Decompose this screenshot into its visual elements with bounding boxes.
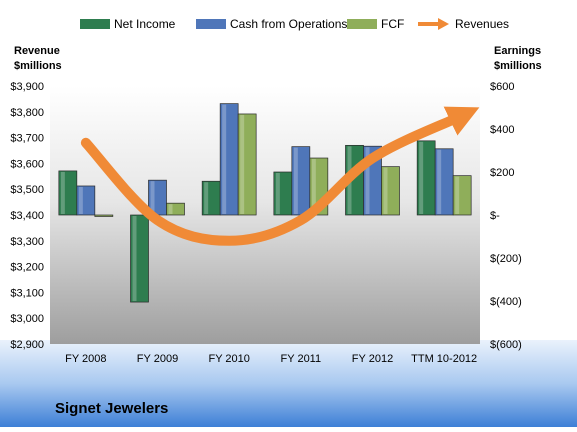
bar-highlight xyxy=(275,173,280,214)
left-tick-label: $3,100 xyxy=(10,287,44,299)
bar-highlight xyxy=(365,147,370,214)
x-tick-label: FY 2009 xyxy=(137,353,178,365)
bar-highlight xyxy=(78,186,83,214)
right-tick-label: $600 xyxy=(490,81,514,93)
right-tick-label: $- xyxy=(490,210,500,222)
bar-highlight xyxy=(168,204,173,214)
bar-highlight xyxy=(293,147,298,214)
x-tick-label: FY 2010 xyxy=(208,353,249,365)
bar-fcf xyxy=(94,214,114,217)
left-tick-label: $3,400 xyxy=(10,210,44,222)
revenue-line-group xyxy=(80,106,480,246)
legend: Net Income Cash from Operations FCF Reve… xyxy=(80,17,509,31)
left-tick-label: $3,700 xyxy=(10,133,44,145)
legend-arrow-revenues xyxy=(438,18,449,30)
right-tick-label: $400 xyxy=(490,124,514,136)
legend-swatch-cash-from-operations xyxy=(196,19,226,29)
bar-fcf xyxy=(452,175,472,216)
bar-highlight xyxy=(311,159,316,214)
legend-label-fcf: FCF xyxy=(381,17,404,31)
bar-highlight xyxy=(60,171,65,214)
left-tick-label: $3,300 xyxy=(10,236,44,248)
legend-label-net-income: Net Income xyxy=(114,17,176,31)
bar-highlight xyxy=(455,176,460,214)
right-tick-label: $(200) xyxy=(490,253,522,265)
bar-net-income xyxy=(130,214,149,303)
bar-highlight xyxy=(204,182,209,214)
bar-cash-from-operations xyxy=(76,185,96,216)
left-tick-label: $3,600 xyxy=(10,158,44,170)
x-tick-label: TTM 10-2012 xyxy=(411,353,477,365)
plot-area xyxy=(50,86,480,344)
legend-swatch-net-income xyxy=(80,19,110,29)
bar-highlight xyxy=(437,149,442,214)
right-axis-ticks: $600 $400 $200 $- $(200) $(400) $(600) xyxy=(490,81,522,351)
bar-highlight xyxy=(383,167,388,214)
revenue-line xyxy=(80,106,480,246)
left-tick-label: $3,800 xyxy=(10,107,44,119)
left-axis-title-line1: Revenue xyxy=(14,45,60,57)
left-tick-label: $3,000 xyxy=(10,313,44,325)
x-tick-label: FY 2008 xyxy=(65,353,106,365)
right-tick-label: $(600) xyxy=(490,339,522,351)
legend-swatch-fcf xyxy=(347,19,377,29)
legend-label-cash-from-operations: Cash from Operations xyxy=(230,17,347,31)
left-tick-label: $2,900 xyxy=(10,339,44,351)
right-tick-label: $200 xyxy=(490,167,514,179)
bar-series xyxy=(58,103,472,303)
legend-label-revenues: Revenues xyxy=(455,17,509,31)
left-tick-label: $3,500 xyxy=(10,184,44,196)
bar-fcf xyxy=(381,166,400,216)
bar-highlight xyxy=(222,104,227,214)
bar-highlight xyxy=(132,216,137,302)
chart-title: Signet Jewelers xyxy=(55,400,168,417)
bar-highlight xyxy=(150,181,155,214)
right-axis-title-line2: $millions xyxy=(494,60,542,72)
footer-gradient xyxy=(0,340,577,427)
left-tick-label: $3,900 xyxy=(10,81,44,93)
right-tick-label: $(400) xyxy=(490,296,522,308)
left-tick-label: $3,200 xyxy=(10,262,44,274)
left-axis-ticks: $2,900 $3,000 $3,100 $3,200 $3,300 $3,400 $3,5… xyxy=(10,81,44,351)
right-axis-title-line1: Earnings xyxy=(494,45,541,57)
bar-fcf xyxy=(237,113,257,216)
x-tick-label: FY 2012 xyxy=(352,353,393,365)
bar-highlight xyxy=(240,114,245,214)
bar-fcf xyxy=(166,202,185,216)
x-axis-labels: FY 2008 FY 2009 FY 2010 FY 2011 FY 2012 TTM 1… xyxy=(65,353,477,365)
bar-highlight xyxy=(419,141,424,214)
x-tick-label: FY 2011 xyxy=(281,353,322,365)
left-axis-title-line2: $millions xyxy=(14,60,62,72)
